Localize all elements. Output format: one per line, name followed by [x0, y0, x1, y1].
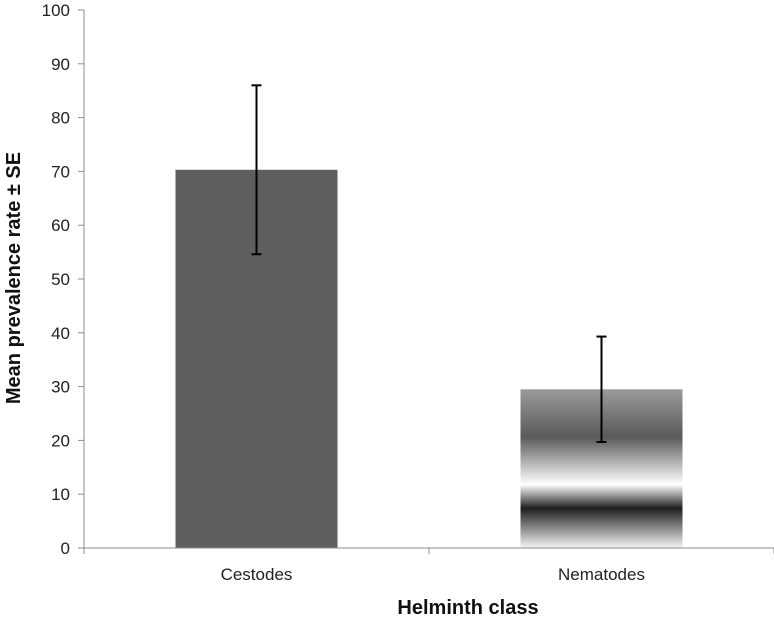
y-tick-label: 90	[51, 55, 70, 74]
y-tick-label: 20	[51, 431, 70, 450]
bars-layer	[175, 169, 683, 548]
y-axis-title: Mean prevalence rate ± SE	[3, 152, 25, 404]
y-tick-label: 10	[51, 485, 70, 504]
y-tick-label: 60	[51, 216, 70, 235]
y-tick-label: 40	[51, 324, 70, 343]
y-tick-label: 30	[51, 378, 70, 397]
x-axis-title: Helminth class	[397, 597, 538, 618]
y-ticks-layer: 0 10 20 30 40 50 60 70 80 90 100	[42, 1, 84, 558]
x-tick-label-cestodes: Cestodes	[221, 565, 293, 584]
y-tick-label: 100	[42, 1, 70, 20]
error-bars-layer	[251, 84, 607, 444]
y-tick-label: 0	[61, 539, 70, 558]
y-tick-label: 50	[51, 270, 70, 289]
y-tick-label: 80	[51, 109, 70, 128]
x-ticks-layer: Cestodes Nematodes	[83, 548, 774, 584]
x-tick-label-nematodes: Nematodes	[558, 565, 645, 584]
y-tick-label: 70	[51, 162, 70, 181]
